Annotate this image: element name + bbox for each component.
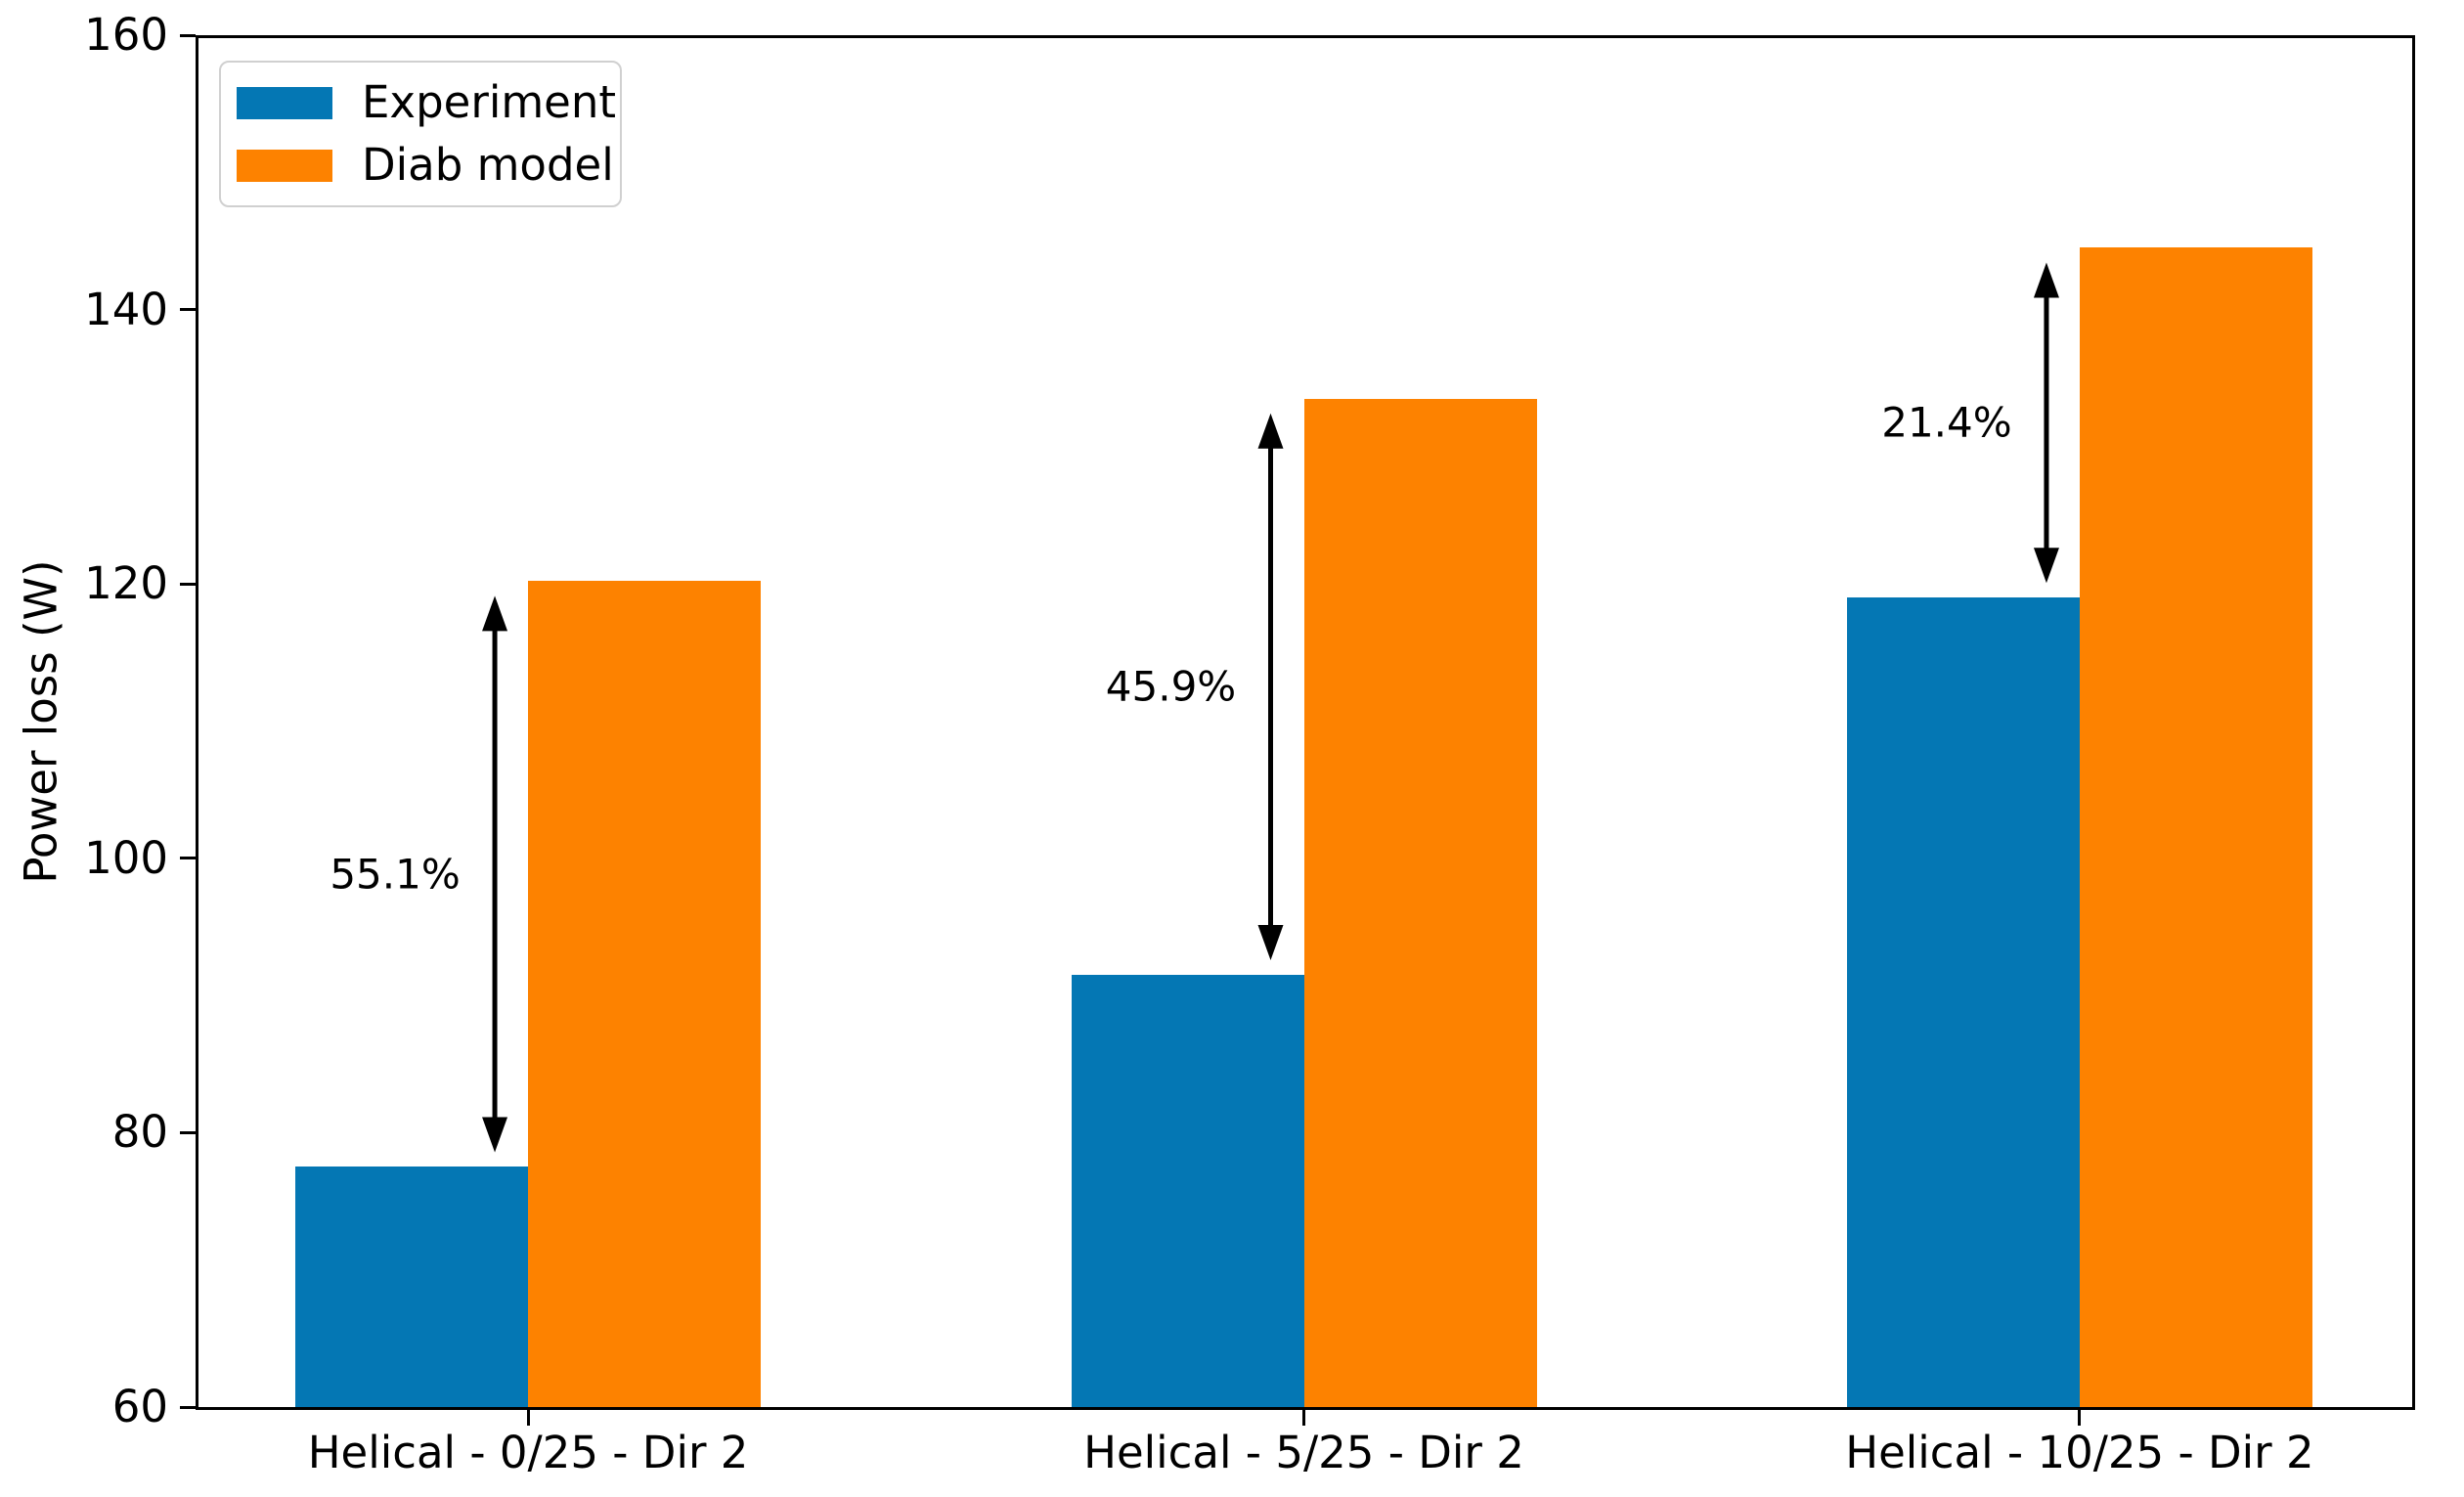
y-tick-mark-60 — [180, 1405, 196, 1409]
diab-model-color-swatch — [237, 149, 332, 182]
experiment-bar-0 — [295, 1167, 529, 1407]
y-tick-label-100: 100 — [84, 831, 168, 884]
diab-model-bar-1 — [1303, 398, 1537, 1407]
experiment-bar-1 — [1071, 975, 1304, 1407]
x-tick-mark-0 — [526, 1410, 530, 1426]
y-tick-label-120: 120 — [84, 557, 168, 610]
legend-label-diab-model: Diab model — [362, 139, 614, 191]
annotation-percent-label-2: 21.4% — [1881, 398, 2012, 447]
y-tick-mark-140 — [180, 308, 196, 312]
y-tick-mark-120 — [180, 582, 196, 586]
y-tick-mark-100 — [180, 857, 196, 860]
legend: Experiment Diab model — [219, 61, 622, 207]
annotation-percent-label-1: 45.9% — [1105, 662, 1237, 711]
experiment-color-swatch — [237, 86, 332, 119]
y-axis-label: Power loss (W) — [15, 559, 67, 884]
y-tick-label-160: 160 — [84, 9, 168, 61]
legend-row-experiment: Experiment — [221, 79, 620, 126]
y-tick-label-140: 140 — [84, 283, 168, 335]
x-tick-mark-2 — [2078, 1410, 2082, 1426]
x-tick-label-2: Helical - 10/25 - Dir 2 — [1845, 1427, 2314, 1478]
legend-label-experiment: Experiment — [362, 76, 617, 128]
annotation-percent-label-0: 55.1% — [330, 850, 461, 899]
experiment-bar-2 — [1846, 597, 2080, 1407]
diab-model-bar-2 — [2079, 247, 2312, 1407]
y-tick-mark-80 — [180, 1130, 196, 1134]
x-tick-label-1: Helical - 5/25 - Dir 2 — [1083, 1427, 1524, 1478]
x-tick-label-0: Helical - 0/25 - Dir 2 — [307, 1427, 749, 1478]
legend-row-diab-model: Diab model — [221, 142, 620, 189]
y-tick-label-80: 80 — [111, 1106, 168, 1159]
x-tick-mark-1 — [1302, 1410, 1305, 1426]
diab-model-bar-0 — [528, 581, 762, 1407]
y-tick-mark-160 — [180, 33, 196, 37]
y-tick-label-60: 60 — [111, 1381, 168, 1432]
